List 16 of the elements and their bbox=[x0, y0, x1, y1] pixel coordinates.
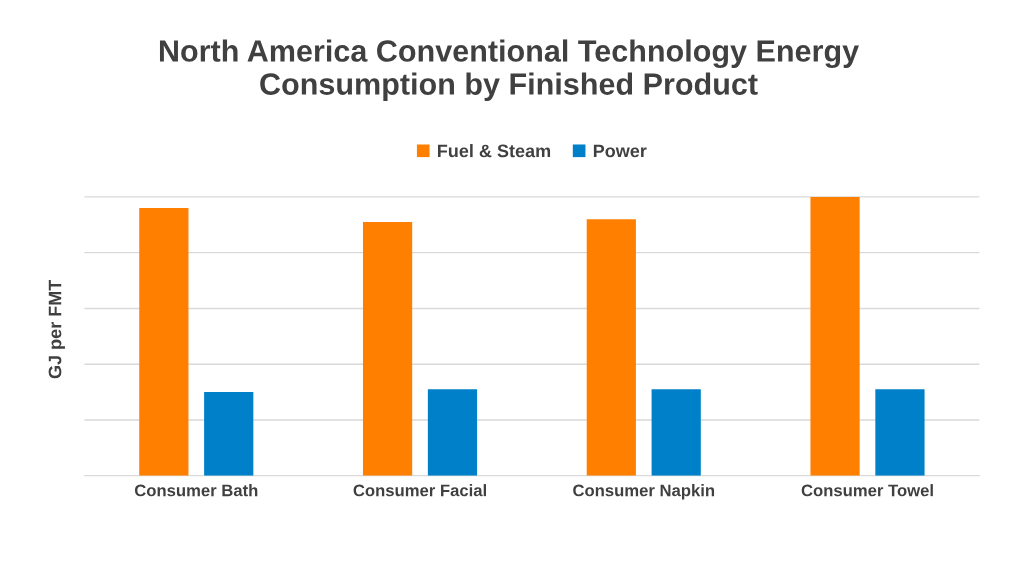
bar bbox=[651, 389, 701, 476]
bar bbox=[586, 219, 636, 476]
bar bbox=[875, 389, 925, 476]
x-tick-label: Consumer Bath bbox=[134, 484, 258, 497]
bar bbox=[204, 392, 254, 476]
bar bbox=[362, 222, 413, 476]
bar bbox=[810, 196, 860, 476]
y-axis-title: GJ per FMT bbox=[48, 279, 65, 379]
chart-title: North America Conventional Technology Energy Consumption by Finished Product bbox=[159, 39, 859, 101]
bar bbox=[139, 208, 189, 476]
x-tick-label: Consumer Napkin bbox=[573, 484, 715, 500]
bar bbox=[427, 389, 478, 476]
legend-label: Power bbox=[593, 144, 647, 158]
x-tick-label: Consumer Facial bbox=[353, 484, 486, 497]
x-tick-label: Consumer Towel bbox=[801, 484, 933, 497]
legend-label: Fuel & Steam bbox=[437, 144, 551, 158]
